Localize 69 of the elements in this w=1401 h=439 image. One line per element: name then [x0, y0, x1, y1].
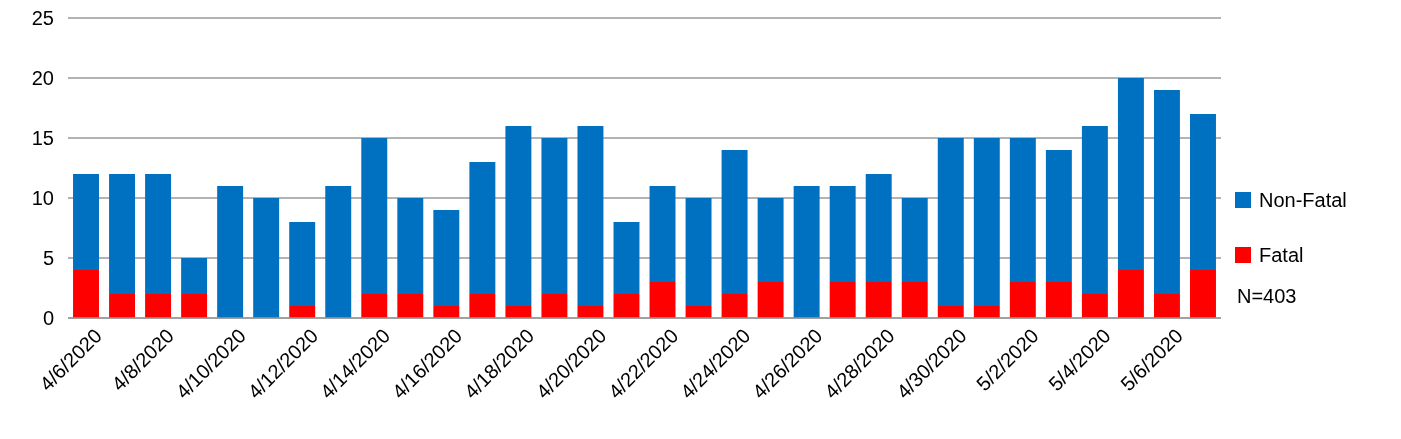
bar [937, 138, 964, 306]
bar [1117, 270, 1144, 318]
bar [1190, 270, 1216, 318]
bar [361, 138, 388, 294]
legend-label: Fatal [1259, 244, 1304, 266]
bar [289, 306, 316, 318]
bar [829, 282, 856, 318]
bar [829, 186, 856, 282]
bar [577, 126, 604, 306]
bar [1081, 294, 1108, 318]
y-tick-label: 0 [42, 306, 54, 329]
bar [469, 162, 496, 294]
bar [649, 186, 676, 282]
bar [181, 258, 208, 294]
bar [181, 294, 208, 318]
bar [1190, 114, 1216, 270]
y-tick-label: 15 [31, 126, 54, 149]
bar [145, 294, 172, 318]
bar [253, 198, 280, 318]
bar [541, 138, 568, 294]
bar [1153, 294, 1180, 318]
bar [505, 126, 532, 306]
y-tick-label: 20 [31, 66, 54, 89]
bar [793, 186, 820, 318]
bar [865, 174, 892, 282]
y-tick-label: 25 [31, 6, 54, 29]
bar [433, 210, 460, 306]
bar [289, 222, 316, 306]
bar [649, 282, 676, 318]
y-tick-label: 5 [42, 246, 54, 269]
bar [145, 174, 172, 294]
bar [109, 174, 136, 294]
bar [505, 306, 532, 318]
bar [397, 294, 424, 318]
bar [901, 282, 928, 318]
bar [901, 198, 928, 282]
bar [973, 306, 1000, 318]
bar [109, 294, 136, 318]
bar [541, 294, 568, 318]
bar [1045, 282, 1072, 318]
y-tick-label: 10 [31, 186, 54, 209]
bar [577, 306, 604, 318]
bar [325, 186, 352, 318]
bar [721, 150, 748, 294]
bar [73, 270, 99, 318]
bar [469, 294, 496, 318]
bar [721, 294, 748, 318]
bar [613, 294, 640, 318]
bar [757, 198, 784, 282]
bar [217, 186, 244, 318]
bar [613, 222, 640, 294]
bar [73, 174, 99, 270]
bar [757, 282, 784, 318]
bar [397, 198, 424, 294]
bar [1045, 150, 1072, 282]
bar [1153, 90, 1180, 294]
bar [1117, 78, 1144, 270]
bar [1009, 282, 1036, 318]
bar [865, 282, 892, 318]
legend-label: Non-Fatal [1259, 189, 1347, 211]
text: N=403 [1237, 285, 1297, 307]
bar [433, 306, 460, 318]
bar [1081, 126, 1108, 294]
bar [685, 198, 712, 306]
bar [361, 294, 388, 318]
bar [937, 306, 964, 318]
bar [973, 138, 1000, 306]
bar [685, 306, 712, 318]
bar [1009, 138, 1036, 282]
